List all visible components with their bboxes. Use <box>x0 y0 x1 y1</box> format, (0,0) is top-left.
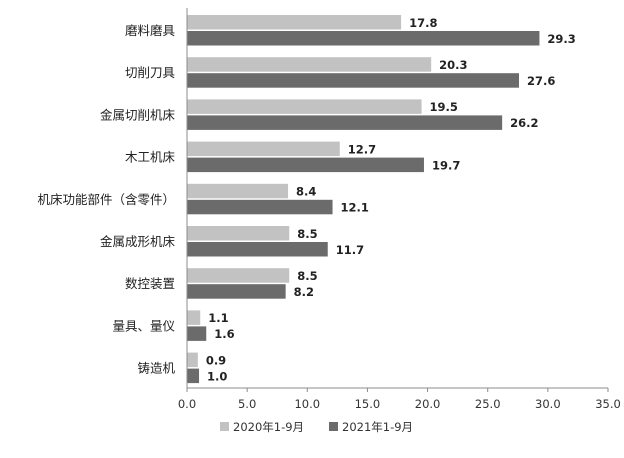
legend-label: 2021年1-9月 <box>342 420 413 434</box>
category-label: 机床功能部件（含零件） <box>37 192 175 207</box>
data-label: 17.8 <box>409 16 437 30</box>
bar-2020 <box>187 15 402 30</box>
data-label: 12.1 <box>341 201 369 215</box>
category-label: 铸造机 <box>137 361 175 376</box>
bar-2021 <box>187 284 286 299</box>
category-label: 切削刀具 <box>125 65 176 80</box>
bar-2021 <box>187 115 503 130</box>
category-label: 木工机床 <box>125 150 176 165</box>
data-label: 19.7 <box>432 158 460 172</box>
bar-2021 <box>187 157 424 173</box>
category-label: 金属成形机床 <box>100 234 176 249</box>
bar-2020 <box>187 268 290 283</box>
category-label: 磨料磨具 <box>125 23 176 38</box>
category-label: 数控装置 <box>125 276 175 291</box>
bar-2020 <box>187 183 289 199</box>
bar-2021 <box>187 199 333 215</box>
bar-2020 <box>187 226 290 241</box>
data-label: 27.6 <box>527 74 555 88</box>
x-tick-label: 5.0 <box>238 397 256 411</box>
bar-2020 <box>187 141 340 157</box>
data-label: 8.5 <box>297 227 317 241</box>
legend-swatch <box>220 422 229 431</box>
x-tick-label: 30.0 <box>535 397 561 411</box>
bar-2020 <box>187 352 198 368</box>
data-label: 1.6 <box>214 327 234 341</box>
bar-2021 <box>187 326 207 341</box>
data-label: 26.2 <box>510 116 538 130</box>
data-label: 29.3 <box>547 32 575 46</box>
data-label: 12.7 <box>348 142 376 156</box>
data-label: 8.4 <box>296 185 316 199</box>
data-label: 11.7 <box>336 243 364 257</box>
category-label: 量具、量仪 <box>112 318 175 333</box>
x-tick-label: 15.0 <box>355 397 381 411</box>
x-tick-label: 35.0 <box>595 397 621 411</box>
plot-area: 0.0 5.0 10.0 15.0 20.0 25.0 30.0 35.0 磨料磨具 17.8 29… <box>37 8 621 411</box>
bar-2020 <box>187 99 422 114</box>
x-tick-label: 10.0 <box>294 397 320 411</box>
data-label: 8.2 <box>294 285 314 299</box>
bar-2020 <box>187 57 432 72</box>
data-label: 8.5 <box>297 269 317 283</box>
data-label: 19.5 <box>430 100 458 114</box>
bar-2021 <box>187 242 328 257</box>
x-tick-label: 0.0 <box>178 397 196 411</box>
data-label: 0.9 <box>206 353 226 367</box>
legend-swatch <box>329 422 338 431</box>
bar-2021 <box>187 31 540 46</box>
bar-2021 <box>187 368 200 384</box>
category-label: 金属切削机床 <box>100 107 176 122</box>
data-label: 20.3 <box>439 58 467 72</box>
data-label: 1.1 <box>208 311 228 325</box>
legend-label: 2020年1-9月 <box>233 420 304 434</box>
data-label: 1.0 <box>207 369 227 383</box>
x-tick-label: 25.0 <box>475 397 501 411</box>
bar-2021 <box>187 73 519 88</box>
x-tick-label: 20.0 <box>415 397 441 411</box>
bar-2020 <box>187 310 201 325</box>
legend: 2020年1-9月 2021年1-9月 <box>220 420 413 434</box>
